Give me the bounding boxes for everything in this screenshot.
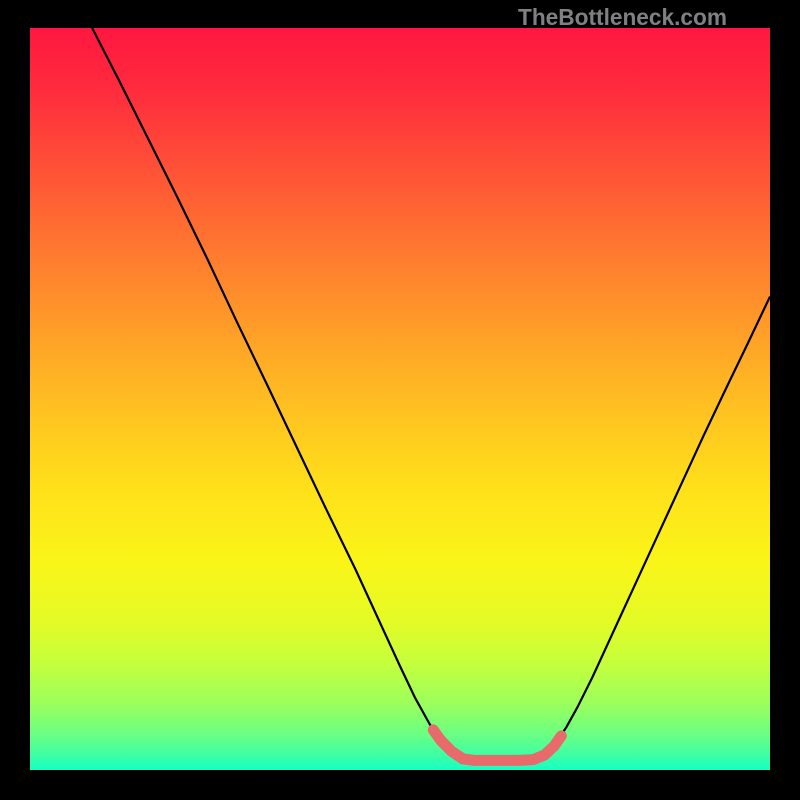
watermark-text: TheBottleneck.com bbox=[518, 4, 727, 31]
plot-background bbox=[30, 28, 770, 770]
chart-container: TheBottleneck.com bbox=[0, 0, 800, 800]
bottleneck-curve-chart bbox=[0, 0, 800, 800]
